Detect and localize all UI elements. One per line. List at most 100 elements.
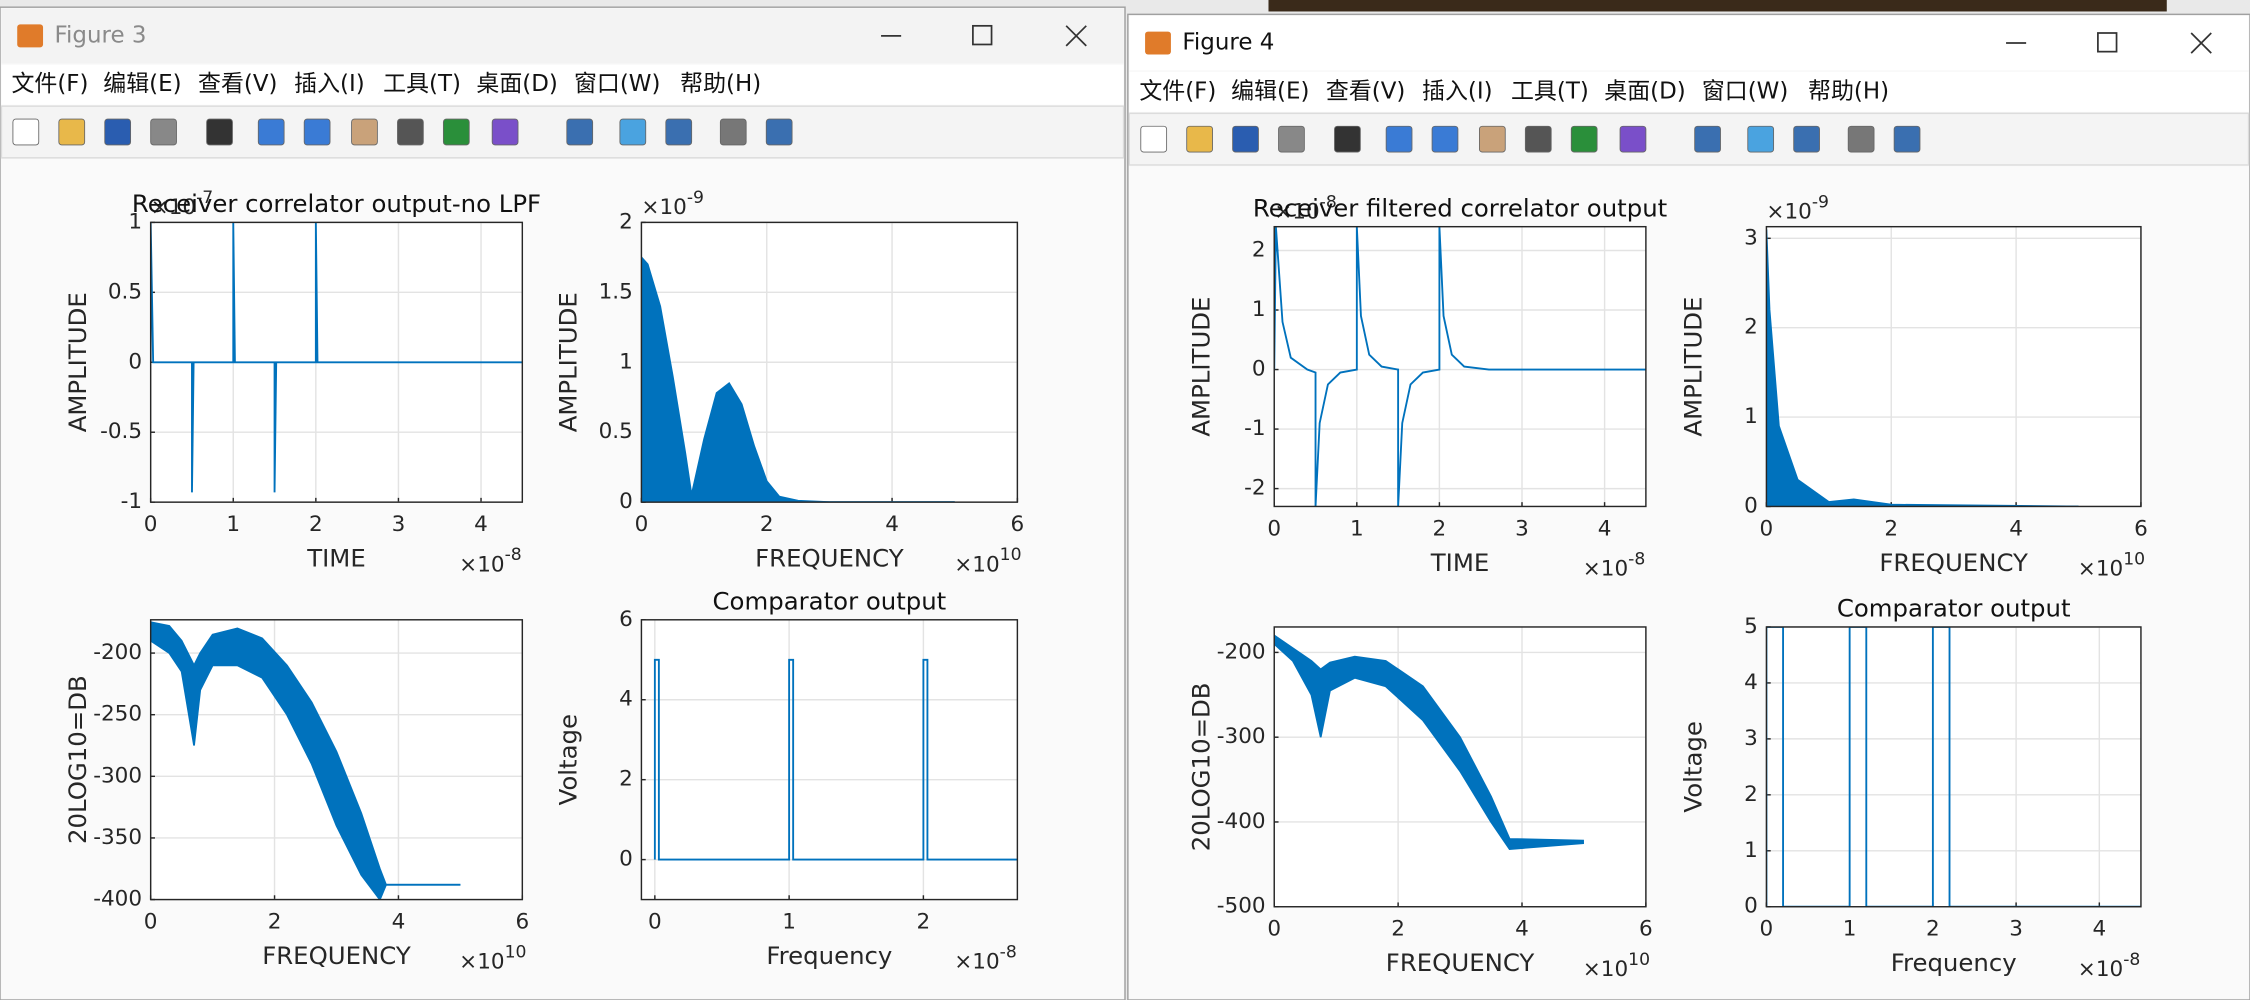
toolbar-button[interactable] [206,118,233,146]
menu-item[interactable]: 工具(T) [1511,78,1589,104]
band-lower [1274,643,1585,850]
y-tick-label: -200 [1217,639,1266,664]
x-tick-label: 3 [1515,516,1529,541]
toolbar-button[interactable] [351,118,378,146]
menu-item[interactable]: 编辑(E) [1231,78,1309,104]
x-tick-label: 1 [1350,516,1364,541]
menu-item[interactable]: 帮助(H) [680,71,761,97]
menu-item[interactable]: 编辑(E) [103,71,181,97]
exponent-label: ×10-9 [1766,192,1829,224]
exponent-label: ×1010 [459,943,526,975]
axes-background [1274,226,1646,507]
x-tick-label: 2 [1884,516,1898,541]
toolbar-button[interactable] [1278,125,1305,153]
toolbar-button[interactable] [1186,125,1213,153]
close-button[interactable] [1065,25,1087,47]
toolbar-button[interactable] [303,118,331,146]
toolbar-button[interactable] [665,118,693,146]
close-button[interactable] [2190,32,2212,54]
y-tick-label: 0 [1252,357,1266,382]
background-banner [1268,0,2167,12]
toolbar-button[interactable] [58,118,86,146]
maximize-button[interactable] [2097,32,2118,53]
menu-item[interactable]: 窗口(W) [574,71,660,97]
menu-item[interactable]: 查看(V) [198,71,277,97]
toolbar-button[interactable] [566,118,594,146]
menu-item[interactable]: 插入(I) [1422,78,1493,104]
toolbar-button[interactable] [1232,125,1259,153]
exponent-label: ×10-8 [1274,192,1337,224]
toolbar-button[interactable] [397,118,424,146]
exponent-base: ×10 [1274,199,1319,224]
x-tick-label: 0 [144,910,158,935]
exponent-base: ×10 [954,950,999,975]
band-fill [150,622,461,900]
toolbar-button[interactable] [1694,125,1721,153]
exponent-power: -8 [1000,943,1017,963]
menu-item[interactable]: 文件(F) [1139,78,1216,104]
toolbar-button[interactable] [257,118,285,146]
x-tick-label: 0 [648,910,662,935]
toolbar-button[interactable] [719,118,747,146]
axes-title: Receiver correlator output-no LPF [132,189,541,218]
y-axis-label: Voltage [1679,721,1708,812]
menu-item[interactable]: 工具(T) [383,71,461,97]
menu-item[interactable]: 帮助(H) [1808,78,1889,104]
exponent-base: ×10 [1583,957,1628,982]
axes-box [1765,225,2142,508]
axes-box [1273,225,1647,508]
app-icon [17,24,44,48]
exponent-power: 10 [2123,550,2145,570]
toolbar-button[interactable] [1334,125,1361,153]
toolbar-button[interactable] [104,118,132,146]
figure-window: Figure 3 文件(F) 编辑(E) 查看(V) 插入(I) 工具(T) 桌面(D) 窗口… [0,6,1126,1000]
menu-item[interactable]: 文件(F) [11,71,88,97]
toolbar-button[interactable] [1385,125,1413,153]
x-tick-label: 6 [515,910,529,935]
signal-line [653,658,1018,861]
toolbar-button[interactable] [1619,125,1647,153]
toolbar-button[interactable] [150,118,177,146]
exponent-power: -9 [1812,192,1829,212]
toolbar-button[interactable] [1747,125,1775,153]
exponent-label: ×1010 [954,545,1021,577]
x-axis-label: FREQUENCY [1879,548,2028,577]
toolbar-button[interactable] [1140,125,1168,153]
y-tick-label: -0.5 [100,419,142,444]
y-tick-label: 2 [1744,315,1758,340]
y-tick-label: -400 [93,887,142,912]
toolbar-button[interactable] [1847,125,1875,153]
figure-window: Figure 4 文件(F) 编辑(E) 查看(V) 插入(I) 工具(T) 桌面(D) 窗口… [1127,13,2250,1000]
exponent-power: -8 [1628,550,1645,570]
toolbar-button[interactable] [1793,125,1820,153]
exponent-label: ×10-8 [954,943,1017,975]
y-tick-label: -300 [93,763,142,788]
toolbar-button[interactable] [1570,125,1598,153]
toolbar-button[interactable] [12,118,40,146]
menu-item[interactable]: 插入(I) [294,71,365,97]
menu-item[interactable]: 查看(V) [1326,78,1405,104]
toolbar-button[interactable] [491,118,519,146]
menu-item[interactable]: 桌面(D) [476,71,557,97]
toolbar-button[interactable] [1524,125,1552,153]
menu-item[interactable]: 桌面(D) [1604,78,1685,104]
exponent-base: ×10 [641,195,686,220]
menu-bar [1129,71,2249,112]
toolbar-button[interactable] [1893,125,1921,153]
axes-box [149,221,524,503]
maximize-button[interactable] [972,24,993,46]
y-tick-label: -400 [1217,809,1266,834]
plot-data [641,256,955,503]
menu-item[interactable]: 窗口(W) [1702,78,1788,104]
y-axis-label: AMPLITUDE [1679,297,1708,437]
menu-bar [1,64,1124,105]
axes-title: Comparator output [1837,594,2071,623]
toolbar-button[interactable] [442,118,470,146]
exponent-power: -8 [1320,192,1337,212]
toolbar-button[interactable] [1431,125,1459,153]
toolbar-button[interactable] [765,118,793,146]
toolbar-button[interactable] [619,118,647,146]
toolbar-button[interactable] [1479,125,1506,153]
band-upper [641,256,955,503]
